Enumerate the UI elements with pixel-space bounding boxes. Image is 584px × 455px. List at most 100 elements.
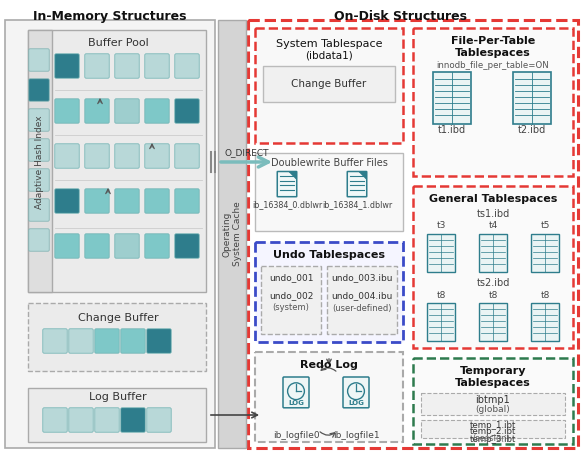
FancyBboxPatch shape — [277, 172, 297, 197]
FancyBboxPatch shape — [283, 377, 309, 408]
Bar — [513, 72, 551, 124]
Text: t8: t8 — [488, 290, 498, 299]
Text: Tablespaces: Tablespaces — [455, 378, 531, 388]
FancyBboxPatch shape — [175, 189, 199, 213]
FancyBboxPatch shape — [175, 234, 199, 258]
Bar — [28, 388, 206, 442]
Bar — [421, 393, 565, 415]
Text: ib_16384_1.dblwr: ib_16384_1.dblwr — [322, 201, 392, 209]
FancyBboxPatch shape — [115, 144, 139, 168]
Text: Change Buffer: Change Buffer — [291, 79, 367, 89]
Bar — [255, 28, 403, 143]
Text: Tablespaces: Tablespaces — [455, 48, 531, 58]
Bar — [433, 72, 471, 124]
FancyBboxPatch shape — [29, 169, 49, 191]
FancyBboxPatch shape — [55, 144, 79, 168]
Text: temp_3.ibt: temp_3.ibt — [470, 435, 516, 444]
Bar — [479, 234, 507, 272]
Text: LOG: LOG — [288, 400, 304, 406]
FancyBboxPatch shape — [145, 54, 169, 78]
Text: LOG: LOG — [348, 400, 364, 406]
Bar — [28, 30, 206, 292]
FancyBboxPatch shape — [147, 329, 171, 353]
FancyBboxPatch shape — [121, 408, 145, 432]
FancyBboxPatch shape — [55, 54, 79, 78]
FancyBboxPatch shape — [175, 54, 199, 78]
Text: ib_logfile1: ib_logfile1 — [333, 431, 380, 440]
FancyBboxPatch shape — [29, 109, 49, 131]
FancyBboxPatch shape — [147, 408, 171, 432]
FancyBboxPatch shape — [29, 139, 49, 161]
FancyBboxPatch shape — [69, 408, 93, 432]
Text: ibtmp1: ibtmp1 — [475, 395, 510, 405]
Bar — [255, 242, 403, 342]
Bar — [413, 358, 573, 444]
Bar — [413, 186, 573, 348]
Text: Adaptive Hash Index: Adaptive Hash Index — [36, 115, 44, 209]
FancyBboxPatch shape — [69, 329, 93, 353]
FancyBboxPatch shape — [145, 189, 169, 213]
Text: Operating
System Cache: Operating System Cache — [223, 202, 242, 266]
FancyBboxPatch shape — [85, 234, 109, 258]
Bar — [427, 234, 455, 272]
Text: t2.ibd: t2.ibd — [518, 125, 546, 135]
Text: In-Memory Structures: In-Memory Structures — [33, 10, 187, 23]
FancyBboxPatch shape — [85, 99, 109, 123]
Bar — [248, 20, 578, 448]
Bar — [427, 303, 455, 341]
Text: temp_2.ibt: temp_2.ibt — [470, 428, 516, 436]
Text: File-Per-Table: File-Per-Table — [451, 36, 535, 46]
Text: ib_logfile0: ib_logfile0 — [273, 431, 319, 440]
Polygon shape — [359, 172, 366, 179]
FancyBboxPatch shape — [29, 79, 49, 101]
Text: t5: t5 — [540, 222, 550, 231]
Text: ib_16384_0.dblwr: ib_16384_0.dblwr — [252, 201, 322, 209]
FancyBboxPatch shape — [55, 189, 79, 213]
Text: undo_002: undo_002 — [269, 292, 313, 300]
Text: t3: t3 — [436, 222, 446, 231]
Text: Buffer Pool: Buffer Pool — [88, 38, 148, 48]
FancyBboxPatch shape — [145, 144, 169, 168]
FancyBboxPatch shape — [29, 199, 49, 221]
Bar — [255, 153, 403, 231]
FancyBboxPatch shape — [29, 49, 49, 71]
FancyBboxPatch shape — [175, 99, 199, 123]
Text: Doublewrite Buffer Files: Doublewrite Buffer Files — [270, 158, 387, 168]
Text: undo_001: undo_001 — [269, 273, 313, 283]
FancyBboxPatch shape — [121, 329, 145, 353]
Text: t8: t8 — [540, 290, 550, 299]
Bar — [531, 234, 559, 272]
FancyBboxPatch shape — [115, 234, 139, 258]
FancyArrowPatch shape — [221, 157, 268, 167]
Bar — [327, 266, 397, 334]
Text: (session): (session) — [472, 434, 510, 443]
FancyBboxPatch shape — [29, 229, 49, 251]
FancyBboxPatch shape — [85, 54, 109, 78]
FancyBboxPatch shape — [43, 408, 67, 432]
FancyBboxPatch shape — [145, 99, 169, 123]
Bar — [263, 66, 395, 102]
FancyBboxPatch shape — [145, 234, 169, 258]
FancyBboxPatch shape — [115, 189, 139, 213]
FancyBboxPatch shape — [85, 189, 109, 213]
Text: (ibdata1): (ibdata1) — [305, 51, 353, 61]
Text: Redo Log: Redo Log — [300, 360, 358, 370]
Text: t1.ibd: t1.ibd — [438, 125, 466, 135]
FancyBboxPatch shape — [175, 144, 199, 168]
Text: temp_1.ibt: temp_1.ibt — [470, 420, 516, 430]
Text: System Tablespace: System Tablespace — [276, 39, 383, 49]
Bar — [5, 20, 215, 448]
Bar — [261, 266, 321, 334]
Text: Log Buffer: Log Buffer — [89, 392, 147, 402]
Text: t4: t4 — [488, 222, 498, 231]
Bar — [28, 303, 206, 371]
Text: innodb_file_per_table=ON: innodb_file_per_table=ON — [437, 61, 550, 71]
Bar — [255, 352, 403, 442]
Text: undo_003.ibu: undo_003.ibu — [331, 273, 393, 283]
FancyBboxPatch shape — [43, 329, 67, 353]
FancyBboxPatch shape — [115, 99, 139, 123]
Text: General Tablespaces: General Tablespaces — [429, 194, 557, 204]
Bar — [413, 28, 573, 176]
Text: O_DIRECT: O_DIRECT — [225, 148, 269, 157]
Bar — [218, 20, 246, 448]
